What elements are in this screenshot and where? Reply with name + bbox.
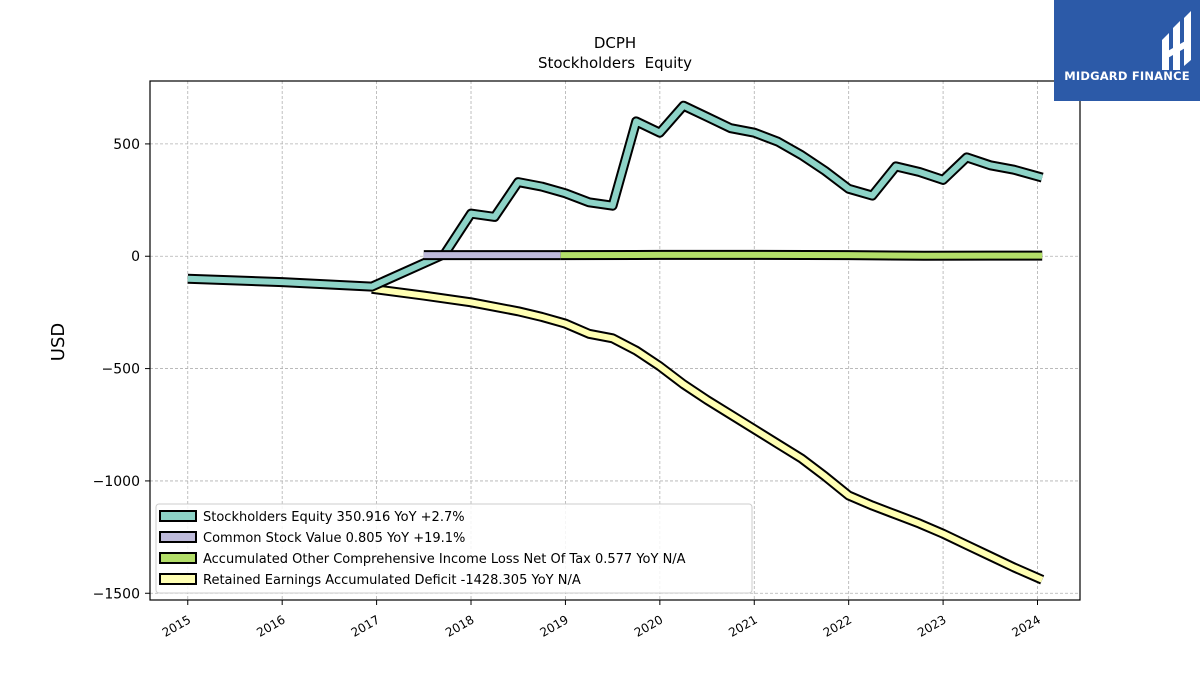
- legend-label: Accumulated Other Comprehensive Income L…: [203, 552, 686, 567]
- chart-subtitle: Stockholders Equity: [538, 54, 692, 72]
- x-tick-label: 2016: [254, 612, 287, 639]
- x-tick-label: 2021: [726, 612, 759, 639]
- y-tick-label: −1500: [93, 586, 140, 602]
- x-tick-label: 2020: [632, 612, 665, 639]
- y-tick-label: −1000: [93, 474, 140, 490]
- y-axis: 500 0 −500 −1000 −1500: [93, 137, 150, 602]
- series-line: [187, 102, 1044, 290]
- legend-label: Common Stock Value 0.805 YoY +19.1%: [203, 531, 465, 546]
- x-tick-label: 2023: [915, 612, 948, 639]
- legend-swatch: [159, 573, 197, 585]
- legend-label: Retained Earnings Accumulated Deficit -1…: [203, 573, 581, 588]
- series-line: [371, 285, 1044, 583]
- y-tick-label: −500: [102, 362, 140, 378]
- legend-swatch: [159, 552, 197, 564]
- legend-label: Stockholders Equity 350.916 YoY +2.7%: [203, 510, 465, 525]
- y-tick-label: 0: [131, 249, 140, 265]
- legend-item: Accumulated Other Comprehensive Income L…: [159, 552, 686, 567]
- plot-frame: [149, 80, 1081, 601]
- series-line: [560, 251, 1043, 259]
- x-axis: 2015 2016 2017 2018 2019 2020 2021 2022 2023 2024: [160, 600, 1043, 640]
- legend-item: Common Stock Value 0.805 YoY +19.1%: [159, 531, 465, 546]
- legend-item: Retained Earnings Accumulated Deficit -1…: [159, 573, 581, 588]
- legend-swatch: [159, 531, 197, 543]
- x-tick-label: 2015: [160, 612, 193, 639]
- x-tick-label: 2017: [349, 612, 382, 639]
- y-axis-label: USD: [48, 323, 69, 361]
- x-tick-label: 2022: [821, 612, 854, 639]
- y-tick-label: 500: [113, 137, 140, 153]
- brand-logo: MIDGARD FINANCE: [1054, 0, 1200, 101]
- legend-swatch: [159, 510, 197, 522]
- chart-title: DCPH: [594, 34, 636, 52]
- x-tick-label: 2024: [1010, 612, 1043, 639]
- logo-text: MIDGARD FINANCE: [1064, 69, 1190, 83]
- series-layer: [187, 100, 1045, 585]
- x-tick-label: 2018: [443, 612, 476, 639]
- series-2: [560, 249, 1043, 261]
- legend-box: [155, 503, 753, 594]
- legend: Stockholders Equity 350.916 YoY +2.7% Com…: [155, 503, 753, 594]
- x-tick-label: 2019: [537, 612, 570, 639]
- series-3: [371, 283, 1045, 585]
- series-0: [187, 100, 1044, 292]
- midgard-logo-icon: [1162, 11, 1191, 70]
- legend-item: Stockholders Equity 350.916 YoY +2.7%: [159, 510, 465, 525]
